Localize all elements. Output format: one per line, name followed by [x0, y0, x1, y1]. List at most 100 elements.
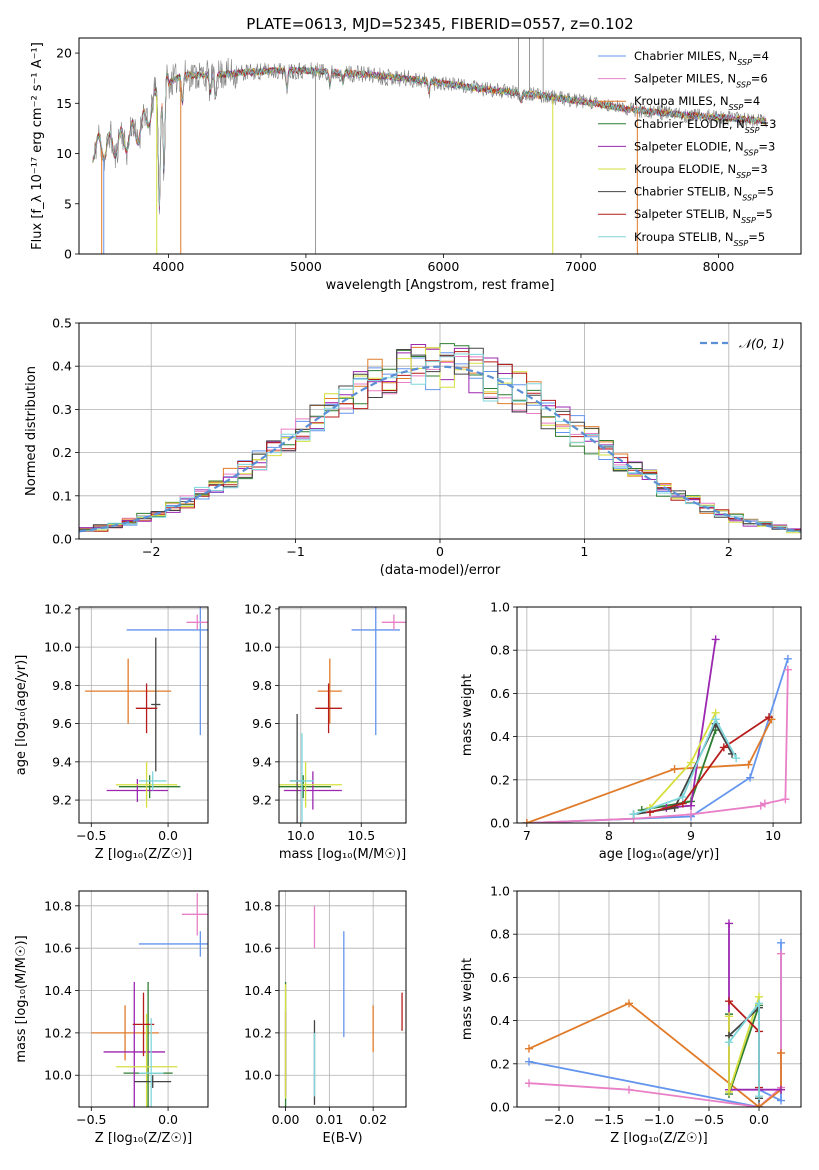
legend-label: 𝒩(0, 1)	[739, 336, 785, 351]
axes-frame	[278, 606, 407, 824]
y-tick-label: 10.8	[244, 898, 272, 913]
errorbar-point	[279, 761, 342, 808]
weight-marker	[760, 799, 769, 808]
x-tick-label: −0.5	[694, 1112, 724, 1127]
y-tick-label: 0.0	[52, 532, 72, 547]
weight-marker	[687, 810, 696, 819]
y-tick-label: 0.2	[490, 772, 510, 787]
weight-marker	[744, 760, 753, 769]
panel-spectrum: 4000 5000 6000 7000 8000 0 5 10 15 20 wavelength […	[30, 37, 802, 293]
panel-mass-vs-ebv: 0.00 0.01 0.02 10.0 10.2 10.4 10.6 10.8 E(B-V)	[244, 890, 407, 1146]
y-tick-label: 9.6	[52, 716, 72, 731]
legend-subscript: SSP	[741, 216, 756, 225]
x-tick-label: −1	[286, 544, 304, 559]
x-tick-label: 2	[725, 544, 733, 559]
plot-area	[85, 607, 208, 808]
y-tick-label: 0.4	[490, 1013, 510, 1028]
weight-marker	[725, 1087, 733, 1096]
x-tick-label: 0.01	[315, 1112, 343, 1127]
x-tick-label: 0.0	[158, 828, 178, 843]
y-tick-label: 10.2	[44, 1025, 72, 1040]
weight-marker	[725, 1038, 733, 1047]
y-axis-label: Flux [f_λ 10⁻¹⁷ erg cm⁻² s⁻¹ A⁻¹]	[30, 42, 45, 250]
panel-mass-vs-Z: −0.5 0.0 10.0 10.2 10.4 10.6 10.8 Z [log₁₀(Z/Z☉…	[14, 890, 209, 1146]
weight-marker	[719, 743, 728, 752]
weight-marker	[764, 713, 773, 722]
x-axis-label: (data-model)/error	[380, 563, 501, 578]
legend-subscript: SSP	[734, 238, 749, 247]
y-tick-label: 0.8	[490, 927, 510, 942]
legend-subscript: SSP	[744, 148, 759, 157]
errorbar-point	[381, 614, 406, 630]
legend-subscript: SSP	[736, 171, 751, 180]
weight-marker	[777, 1085, 785, 1094]
y-tick-label: 10.6	[44, 941, 72, 956]
y-tick-label: 10.4	[244, 983, 272, 998]
x-axis-label: mass [log₁₀(M/M☉)]	[279, 847, 406, 862]
y-tick-label: 10.4	[44, 983, 72, 998]
plot-area	[525, 919, 785, 1107]
x-tick-label: 10	[765, 828, 781, 843]
errorbar-point	[138, 771, 167, 791]
y-axis-label: Normed distribution	[24, 366, 39, 496]
legend-label: Kroupa STELIB, NSSP=5	[634, 230, 765, 248]
errorbar-point	[106, 779, 169, 802]
x-tick-label: −2	[142, 544, 160, 559]
weight-marker	[777, 938, 785, 947]
errorbar-point	[315, 683, 342, 734]
panel-age-vs-Z: −0.5 0.0 9.2 9.4 9.6 9.8 10.0 10.2 Z [log₁₀(Z/Z☉…	[14, 601, 209, 862]
x-tick-label: 0.0	[749, 1112, 769, 1127]
x-axis-label: E(B-V)	[322, 1131, 362, 1146]
legend-text: Salpeter STELIB, N	[634, 207, 741, 221]
x-tick-label: 9	[687, 828, 695, 843]
y-tick-label: 10	[56, 146, 72, 161]
panel-residuals: −2 −1 0 1 2 0.0 0.1 0.2 0.3 0.4 0.5 (data-model)/er…	[24, 316, 802, 578]
legend-value: =3	[758, 139, 775, 153]
y-tick-label: 10.2	[244, 601, 272, 616]
errorbar-point	[283, 771, 342, 810]
weight-line	[649, 716, 770, 814]
x-tick-label: −0.5	[76, 828, 106, 843]
x-axis-label: wavelength [Angstrom, rest frame]	[326, 278, 555, 293]
legend-text: Kroupa STELIB, N	[634, 230, 734, 244]
x-tick-label: 0.00	[272, 1112, 300, 1127]
weight-marker	[732, 754, 741, 763]
legend-text: Chabrier STELIB, N	[634, 185, 742, 199]
x-tick-label: −0.5	[76, 1112, 106, 1127]
weight-marker	[687, 801, 696, 810]
weight-marker	[725, 1012, 733, 1021]
y-tick-label: 0	[64, 247, 72, 262]
y-tick-label: 0.8	[490, 643, 510, 658]
legend-value: =3	[751, 162, 768, 176]
weight-marker	[777, 1096, 785, 1105]
y-tick-label: 0.6	[490, 970, 510, 985]
plot-area	[522, 635, 792, 823]
x-tick-label: 4000	[152, 259, 184, 274]
errorbar-point	[115, 1013, 178, 1107]
weight-marker	[711, 715, 720, 724]
plot-area	[279, 607, 406, 823]
panel-age-vs-mass: 10.0 10.5 9.2 9.4 9.6 9.8 10.0 10.2 mass [log₁₀(…	[244, 601, 407, 862]
y-tick-label: 0.4	[52, 359, 72, 374]
x-tick-label: 7	[523, 828, 531, 843]
errorbar-point	[186, 614, 208, 630]
weight-marker	[755, 999, 763, 1008]
y-tick-label: 0.0	[490, 1100, 510, 1115]
legend-text: Chabrier ELODIE, N	[634, 117, 745, 131]
errorbar-point	[138, 1018, 164, 1107]
weight-marker	[725, 997, 733, 1006]
weight-marker	[746, 773, 755, 782]
weight-marker	[687, 758, 696, 767]
legend-label: Chabrier MILES, NSSP=4	[634, 49, 769, 67]
weight-marker	[629, 810, 638, 819]
weight-marker	[777, 949, 785, 958]
legend-value: =3	[760, 117, 777, 131]
figure-title: PLATE=0613, MJD=52345, FIBERID=0557, z=0…	[246, 15, 633, 33]
residual-legend: 𝒩(0, 1)	[700, 336, 785, 351]
legend-subscript: SSP	[736, 80, 751, 89]
y-tick-label: 9.4	[52, 754, 72, 769]
weight-marker	[678, 793, 687, 802]
errorbar-point	[126, 607, 208, 736]
